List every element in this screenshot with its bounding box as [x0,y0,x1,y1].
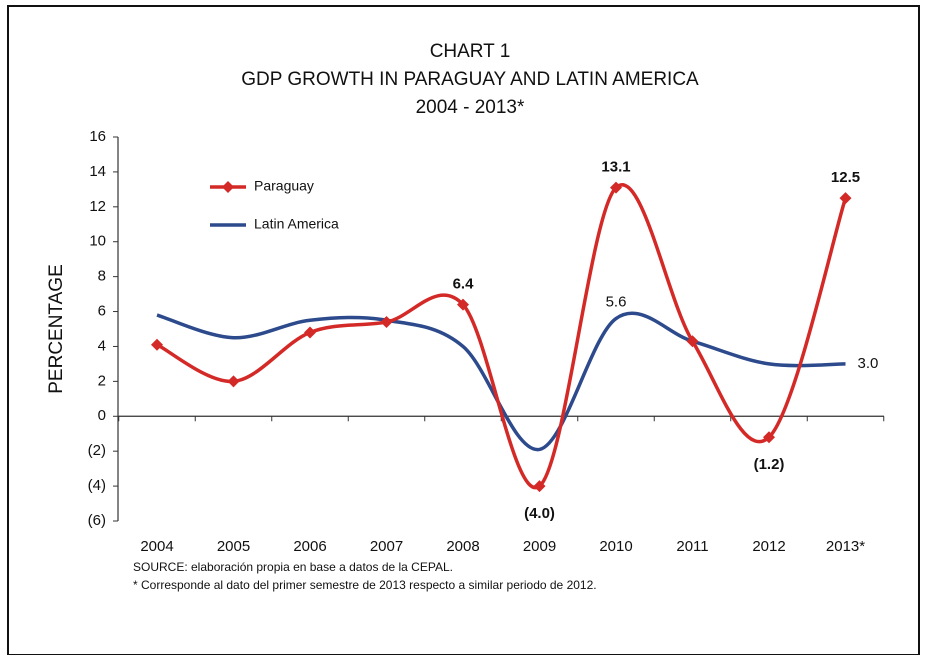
legend-label: Latin America [254,216,339,232]
source: SOURCE: elaboración propia en base a dat… [133,560,453,574]
x-tick-label: 2013* [826,538,865,555]
y-tick-label: 6 [98,303,106,320]
y-tick-label: 12 [89,198,106,215]
frame [7,5,920,656]
y-tick-label: (6) [88,512,106,529]
y-axis-label: PERCENTAGE [46,264,67,394]
x-tick-label: 2011 [676,538,708,555]
data-point [151,338,163,351]
chart-title: CHART 1 [430,41,511,62]
data-point [839,192,852,205]
series-line [156,311,846,452]
y-tick-label: (2) [88,442,106,459]
data-point [304,326,316,339]
legend-marker [222,181,234,193]
note: * Corresponde al dato del primer semestr… [133,578,597,592]
y-tick-label: 2 [98,372,106,389]
y-tick-label: (4) [88,477,106,494]
data-label: 6.4 [453,276,475,293]
data-label: (1.2) [754,456,785,473]
y-tick-label: 8 [98,268,106,285]
data-point [457,298,469,311]
data-label: 13.1 [601,159,630,176]
data-point [533,480,546,493]
data-point [380,316,393,329]
y-tick-label: 14 [89,163,106,180]
data-point [227,375,240,388]
data-point [763,431,775,444]
x-tick-label: 2004 [140,538,173,555]
y-tick-label: 10 [89,233,106,250]
chart-subtitle: GDP GROWTH IN PARAGUAY AND LATIN AMERICA [241,69,699,90]
y-tick-label: 16 [89,128,106,145]
data-label: (4.0) [524,505,555,522]
data-label: 5.6 [606,293,627,310]
data-point [610,181,622,194]
x-tick-label: 2005 [217,538,250,555]
x-tick-label: 2012 [752,538,785,555]
x-tick-label: 2009 [523,538,556,555]
y-tick-label: 4 [98,337,106,354]
data-label: 12.5 [831,169,860,186]
legend-label: Paraguay [254,178,314,194]
y-tick-label: 0 [98,407,106,424]
x-tick-label: 2007 [370,538,403,555]
chart-period: 2004 - 2013* [416,97,525,118]
x-tick-label: 2006 [293,538,326,555]
x-tick-label: 2010 [599,538,632,555]
x-tick-label: 2008 [446,538,479,555]
data-label: 3.0 [858,355,879,372]
data-point [686,335,699,348]
